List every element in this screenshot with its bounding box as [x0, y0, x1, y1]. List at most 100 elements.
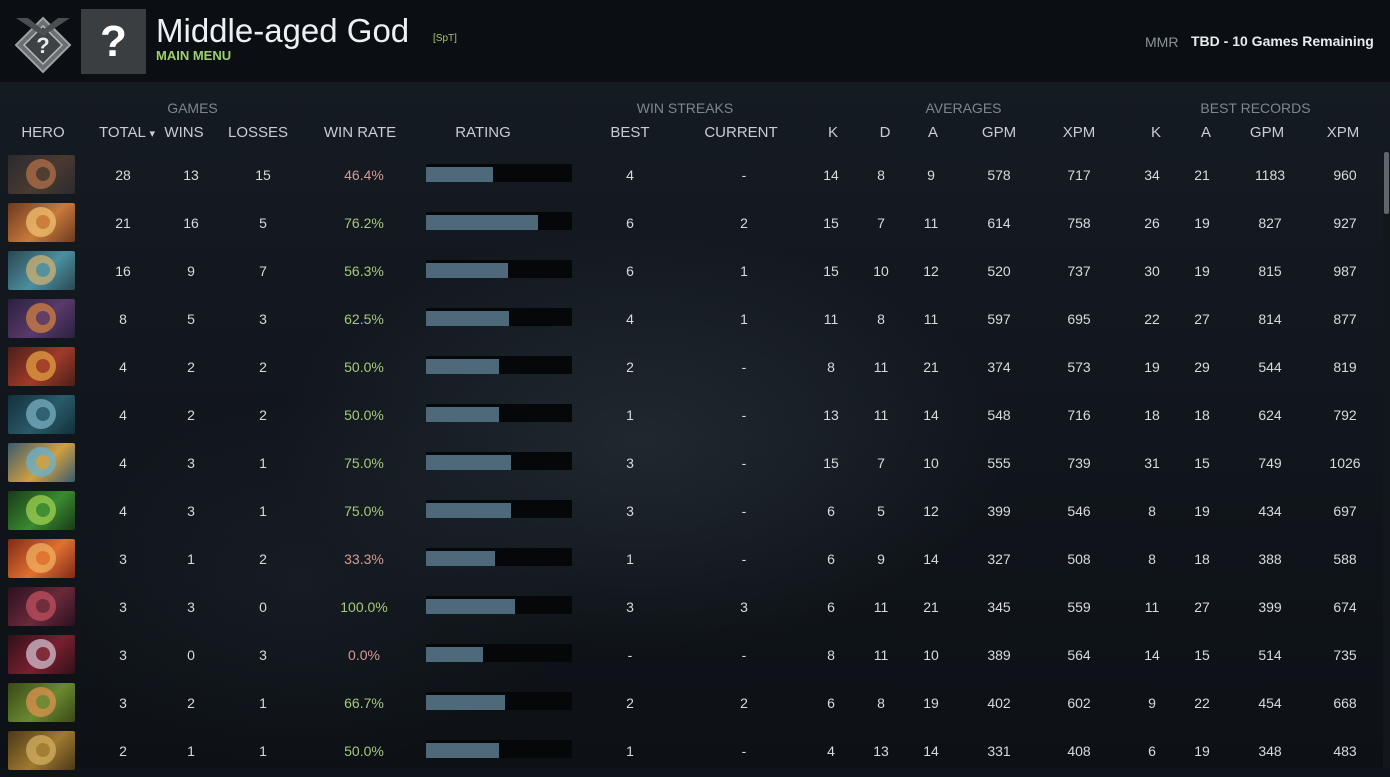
avg-kills-cell: 6 — [827, 695, 835, 711]
avg-xpm-cell: 546 — [1067, 503, 1091, 519]
losses-column-header[interactable]: LOSSES — [227, 124, 289, 141]
rating-bar-fill — [426, 311, 509, 326]
win-rate-cell: 33.3% — [344, 551, 384, 567]
wins-cell: 2 — [187, 407, 195, 423]
losses-cell: 3 — [259, 647, 267, 663]
table-row[interactable]: 3 2 1 66.7% 2 2 6 8 19 402 602 9 22 454 668 — [0, 681, 1382, 729]
rating-bar — [426, 164, 572, 182]
avg-assists-cell: 21 — [923, 359, 939, 375]
tiny-portrait-icon[interactable] — [8, 251, 75, 290]
wins-column-header[interactable]: WINS — [164, 124, 204, 141]
rating-bar-fill — [426, 647, 483, 662]
avg-kills-column-header[interactable]: K — [827, 124, 838, 141]
total-cell: 4 — [119, 455, 127, 471]
table-row[interactable]: 16 9 7 56.3% 6 1 15 10 12 520 737 30 19 815 987 — [0, 249, 1382, 297]
current-streak-cell: 1 — [740, 263, 748, 279]
table-row[interactable]: 3 0 3 0.0% - - 8 11 10 389 564 14 15 514 735 — [0, 633, 1382, 681]
avg-xpm-column-header[interactable]: XPM — [1062, 124, 1096, 141]
best-xpm-cell: 674 — [1333, 599, 1357, 615]
table-row[interactable]: 21 16 5 76.2% 6 2 15 7 11 614 758 26 19 827 927 — [0, 201, 1382, 249]
avg-deaths-cell: 7 — [877, 215, 885, 231]
best-gpm-column-header[interactable]: GPM — [1249, 124, 1285, 141]
avg-gpm-cell: 555 — [987, 455, 1011, 471]
windranger-portrait-icon[interactable] — [8, 683, 75, 722]
current-streak-cell: 2 — [740, 695, 748, 711]
best-assists-cell: 22 — [1194, 695, 1210, 711]
avg-deaths-cell: 9 — [877, 551, 885, 567]
best-assists-cell: 19 — [1194, 743, 1210, 759]
rating-column-header[interactable]: RATING — [455, 124, 511, 141]
best-gpm-cell: 434 — [1258, 503, 1282, 519]
scrollbar-thumb[interactable] — [1384, 152, 1389, 214]
scrollbar-track[interactable] — [1383, 150, 1390, 768]
legion-commander-portrait-icon[interactable] — [8, 347, 75, 386]
best-kills-cell: 18 — [1144, 407, 1160, 423]
shadow-demon-portrait-icon[interactable] — [8, 587, 75, 626]
table-row[interactable]: 2 1 1 50.0% 1 - 4 13 14 331 408 6 19 348 483 — [0, 729, 1382, 777]
total-cell: 3 — [119, 695, 127, 711]
best-assists-column-header[interactable]: A — [1200, 124, 1211, 141]
best-streak-column-header[interactable]: BEST — [610, 124, 650, 141]
table-row[interactable]: 3 3 0 100.0% 3 3 6 11 21 345 559 11 27 399 674 — [0, 585, 1382, 633]
avg-deaths-column-header[interactable]: D — [879, 124, 891, 141]
current-streak-cell: - — [741, 455, 747, 471]
losses-cell: 2 — [259, 551, 267, 567]
avg-assists-cell: 10 — [923, 455, 939, 471]
win-rate-column-header[interactable]: WIN RATE — [323, 124, 397, 141]
best-assists-cell: 27 — [1194, 311, 1210, 327]
avg-xpm-cell: 737 — [1067, 263, 1091, 279]
avg-deaths-cell: 7 — [877, 455, 885, 471]
total-column-header[interactable]: TOTAL ▾ — [92, 124, 162, 141]
hero-column-header[interactable]: HERO — [21, 124, 65, 141]
wins-cell: 16 — [183, 215, 199, 231]
avg-assists-column-header[interactable]: A — [927, 124, 938, 141]
main-menu-link[interactable]: MAIN MENU — [156, 48, 232, 63]
avg-assists-cell: 11 — [923, 311, 939, 327]
win-rate-cell: 66.7% — [344, 695, 384, 711]
rating-bar-fill — [426, 743, 499, 758]
hero-header-box — [0, 92, 82, 148]
table-row[interactable]: 4 2 2 50.0% 2 - 8 11 21 374 573 19 29 544 819 — [0, 345, 1382, 393]
total-cell: 28 — [115, 167, 131, 183]
wins-cell: 0 — [187, 647, 195, 663]
brewmaster-portrait-icon[interactable] — [8, 155, 75, 194]
avg-deaths-cell: 8 — [877, 695, 885, 711]
avg-gpm-cell: 327 — [987, 551, 1011, 567]
avg-xpm-cell: 559 — [1067, 599, 1091, 615]
crystal-maiden-portrait-icon[interactable] — [8, 443, 75, 482]
rating-bar-fill — [426, 407, 499, 422]
best-kills-column-header[interactable]: K — [1150, 124, 1161, 141]
clockwerk-portrait-icon[interactable] — [8, 731, 75, 770]
best-xpm-cell: 668 — [1333, 695, 1357, 711]
phantom-assassin-portrait-icon[interactable] — [8, 395, 75, 434]
table-row[interactable]: 4 3 1 75.0% 3-15 7 10 555 739 31 15 749 1026 — [0, 441, 1382, 489]
snapfire-portrait-icon[interactable] — [8, 203, 75, 242]
table-row[interactable]: 8 5 3 62.5% 4 1 11 8 11 597 695 22 27 814 877 — [0, 297, 1382, 345]
avg-xpm-cell: 408 — [1067, 743, 1091, 759]
table-row[interactable]: 4 3 1 75.0% 3 - 6 5 12 399 546 8 19 434 697 — [0, 489, 1382, 537]
table-row[interactable]: 28 13 15 46.4% 4 - 14 8 9 578 717 34 21 1183 960 — [0, 153, 1382, 201]
avatar[interactable]: ? — [81, 9, 146, 74]
games-group-label: GAMES — [167, 100, 218, 116]
current-streak-cell: 2 — [740, 215, 748, 231]
table-row[interactable]: 4 2 2 50.0% 1 - 13 11 14 548 716 18 18 624 792 — [0, 393, 1382, 441]
avg-deaths-cell: 8 — [877, 167, 885, 183]
best-streak-cell: 6 — [626, 215, 634, 231]
lina-portrait-icon[interactable] — [8, 539, 75, 578]
best-kills-cell: 14 — [1144, 647, 1160, 663]
avg-xpm-cell: 573 — [1067, 359, 1091, 375]
avg-gpm-column-header[interactable]: GPM — [981, 124, 1017, 141]
venomancer-portrait-icon[interactable] — [8, 491, 75, 530]
win-rate-cell: 46.4% — [344, 167, 384, 183]
best-xpm-column-header[interactable]: XPM — [1326, 124, 1360, 141]
anti-mage-portrait-icon[interactable] — [8, 299, 75, 338]
current-streak-column-header[interactable]: CURRENT — [704, 124, 778, 141]
best-xpm-cell: 877 — [1333, 311, 1357, 327]
best-xpm-cell: 1026 — [1329, 455, 1361, 471]
profile-header: ? ? Middle-aged God [SpT] MAIN MENU MMR … — [0, 0, 1390, 82]
avg-xpm-cell: 564 — [1067, 647, 1091, 663]
best-records-header-box — [1129, 92, 1382, 148]
best-streak-cell: 6 — [626, 263, 634, 279]
queen-of-pain-portrait-icon[interactable] — [8, 635, 75, 674]
table-row[interactable]: 3 1 2 33.3% 1 - 6 9 14 327 508 8 18 388 588 — [0, 537, 1382, 585]
